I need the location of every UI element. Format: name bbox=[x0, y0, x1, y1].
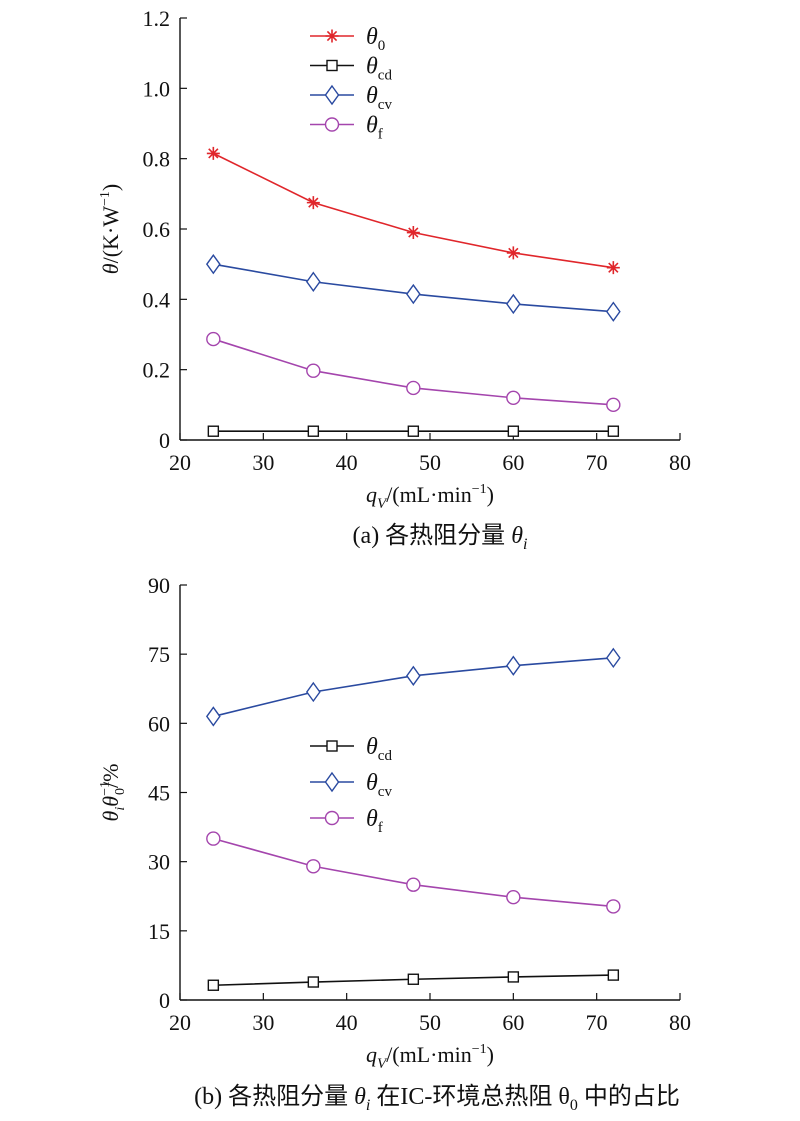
data-point-0 bbox=[306, 196, 320, 210]
legend-label-cd: θcd bbox=[366, 54, 392, 84]
legend-label-cd: θcd bbox=[366, 734, 392, 764]
legend-marker-cd bbox=[326, 59, 338, 72]
y-axis-label: θ/(K·W−1) bbox=[98, 184, 123, 274]
chart-a: 20 30 40 50 60 70 80 0 0.2 0.4 0.6 0.8 1.0 1.2 θ0θcdθc… bbox=[98, 6, 691, 553]
series-cd bbox=[207, 969, 620, 991]
x-tick-label: 20 bbox=[169, 1010, 191, 1035]
data-point-f bbox=[406, 877, 421, 892]
y-tick-label: 30 bbox=[148, 850, 170, 875]
legend-marker-0 bbox=[325, 29, 339, 43]
x-tick-label: 50 bbox=[419, 1010, 441, 1035]
y-tick-label: 1.2 bbox=[143, 6, 171, 31]
y-axis-label: θiθ−10/% bbox=[98, 764, 128, 822]
x-tick-label: 30 bbox=[252, 450, 274, 475]
data-point-0 bbox=[506, 246, 520, 260]
x-tick-label: 60 bbox=[502, 1010, 524, 1035]
data-point-cv bbox=[205, 706, 221, 727]
data-point-0 bbox=[606, 261, 620, 275]
data-point-cd bbox=[607, 969, 620, 981]
series-cv bbox=[205, 253, 621, 322]
data-point-0 bbox=[206, 146, 220, 160]
data-point-cv bbox=[305, 271, 321, 292]
y-tick-label: 0.4 bbox=[143, 287, 171, 312]
y-tick-label: 60 bbox=[148, 711, 170, 736]
y-tick-label: 0.2 bbox=[143, 358, 171, 383]
x-tick-label: 30 bbox=[252, 1010, 274, 1035]
series-line-f bbox=[213, 837, 614, 908]
x-tick-label: 40 bbox=[336, 450, 358, 475]
x-tick-label: 60 bbox=[502, 450, 524, 475]
legend-marker-cv bbox=[324, 771, 340, 793]
x-tick-label: 40 bbox=[336, 1010, 358, 1035]
x-tick-label: 80 bbox=[669, 1010, 691, 1035]
data-point-f bbox=[306, 363, 321, 378]
series-0 bbox=[206, 146, 620, 275]
series-f bbox=[206, 331, 621, 413]
chart-caption: (a) 各热阻分量 θi bbox=[353, 522, 528, 553]
series-line-0 bbox=[212, 152, 614, 269]
data-point-cd bbox=[307, 976, 320, 988]
data-point-cd bbox=[307, 425, 320, 437]
x-axis-label: qV/(mL·min−1) bbox=[366, 1042, 494, 1072]
legend-marker-cd bbox=[326, 740, 338, 752]
data-point-f bbox=[606, 899, 621, 914]
data-point-cd bbox=[407, 973, 420, 985]
data-point-cv bbox=[505, 655, 521, 676]
legend-marker-f bbox=[324, 810, 340, 826]
y-tick-label: 0 bbox=[159, 428, 170, 453]
data-point-0 bbox=[406, 226, 420, 240]
data-point-f bbox=[506, 889, 521, 905]
x-tick-label: 70 bbox=[586, 450, 608, 475]
x-tick-label: 80 bbox=[669, 450, 691, 475]
data-point-f bbox=[306, 859, 321, 874]
legend-label-cv: θcv bbox=[366, 83, 392, 113]
y-tick-label: 0.6 bbox=[143, 217, 171, 242]
legend-label-f: θf bbox=[366, 806, 383, 836]
data-point-cd bbox=[507, 971, 520, 983]
series-cv bbox=[205, 647, 621, 727]
legend-label-f: θf bbox=[366, 113, 383, 143]
y-tick-label: 1.0 bbox=[143, 76, 171, 101]
data-point-cv bbox=[205, 253, 221, 275]
data-point-f bbox=[406, 380, 421, 396]
y-tick-label: 90 bbox=[148, 573, 170, 598]
data-point-cd bbox=[207, 425, 220, 437]
data-point-cd bbox=[207, 979, 220, 991]
y-tick-label: 15 bbox=[148, 919, 170, 944]
data-point-f bbox=[506, 390, 521, 405]
chart-b: 20 30 40 50 60 70 80 0 15 30 45 60 75 90 θcd θcv θf qV/(m… bbox=[98, 573, 691, 1114]
series-f bbox=[206, 831, 621, 914]
data-point-f bbox=[606, 397, 621, 413]
x-tick-label: 70 bbox=[586, 1010, 608, 1035]
legend-label-cv: θcv bbox=[366, 770, 392, 800]
data-point-cv bbox=[405, 283, 421, 305]
data-point-f bbox=[206, 331, 221, 347]
data-point-cv bbox=[305, 681, 321, 703]
data-point-f bbox=[206, 831, 221, 846]
data-point-cv bbox=[405, 665, 421, 687]
y-tick-label: 0.8 bbox=[143, 147, 171, 172]
x-tick-label: 50 bbox=[419, 450, 441, 475]
legend: θcd θcv θf bbox=[310, 734, 392, 836]
data-point-cv bbox=[605, 647, 621, 669]
legend-label-0: θ0 bbox=[366, 24, 385, 54]
y-tick-label: 0 bbox=[159, 988, 170, 1013]
data-point-cv bbox=[505, 293, 521, 315]
x-tick-label: 20 bbox=[169, 450, 191, 475]
series-cd bbox=[207, 425, 620, 437]
y-tick-label: 45 bbox=[148, 781, 170, 806]
data-point-cd bbox=[407, 425, 420, 437]
x-axis-label: qV/(mL·min−1) bbox=[366, 482, 494, 512]
y-tick-label: 75 bbox=[148, 642, 170, 667]
chart-caption: (b) 各热阻分量 θi 在IC-环境总热阻 θ0 中的占比 bbox=[194, 1083, 680, 1114]
legend-marker-cv bbox=[324, 84, 340, 106]
legend-marker-f bbox=[324, 117, 340, 132]
data-point-cd bbox=[507, 425, 520, 437]
data-point-cv bbox=[605, 301, 621, 322]
data-point-cd bbox=[607, 425, 620, 437]
